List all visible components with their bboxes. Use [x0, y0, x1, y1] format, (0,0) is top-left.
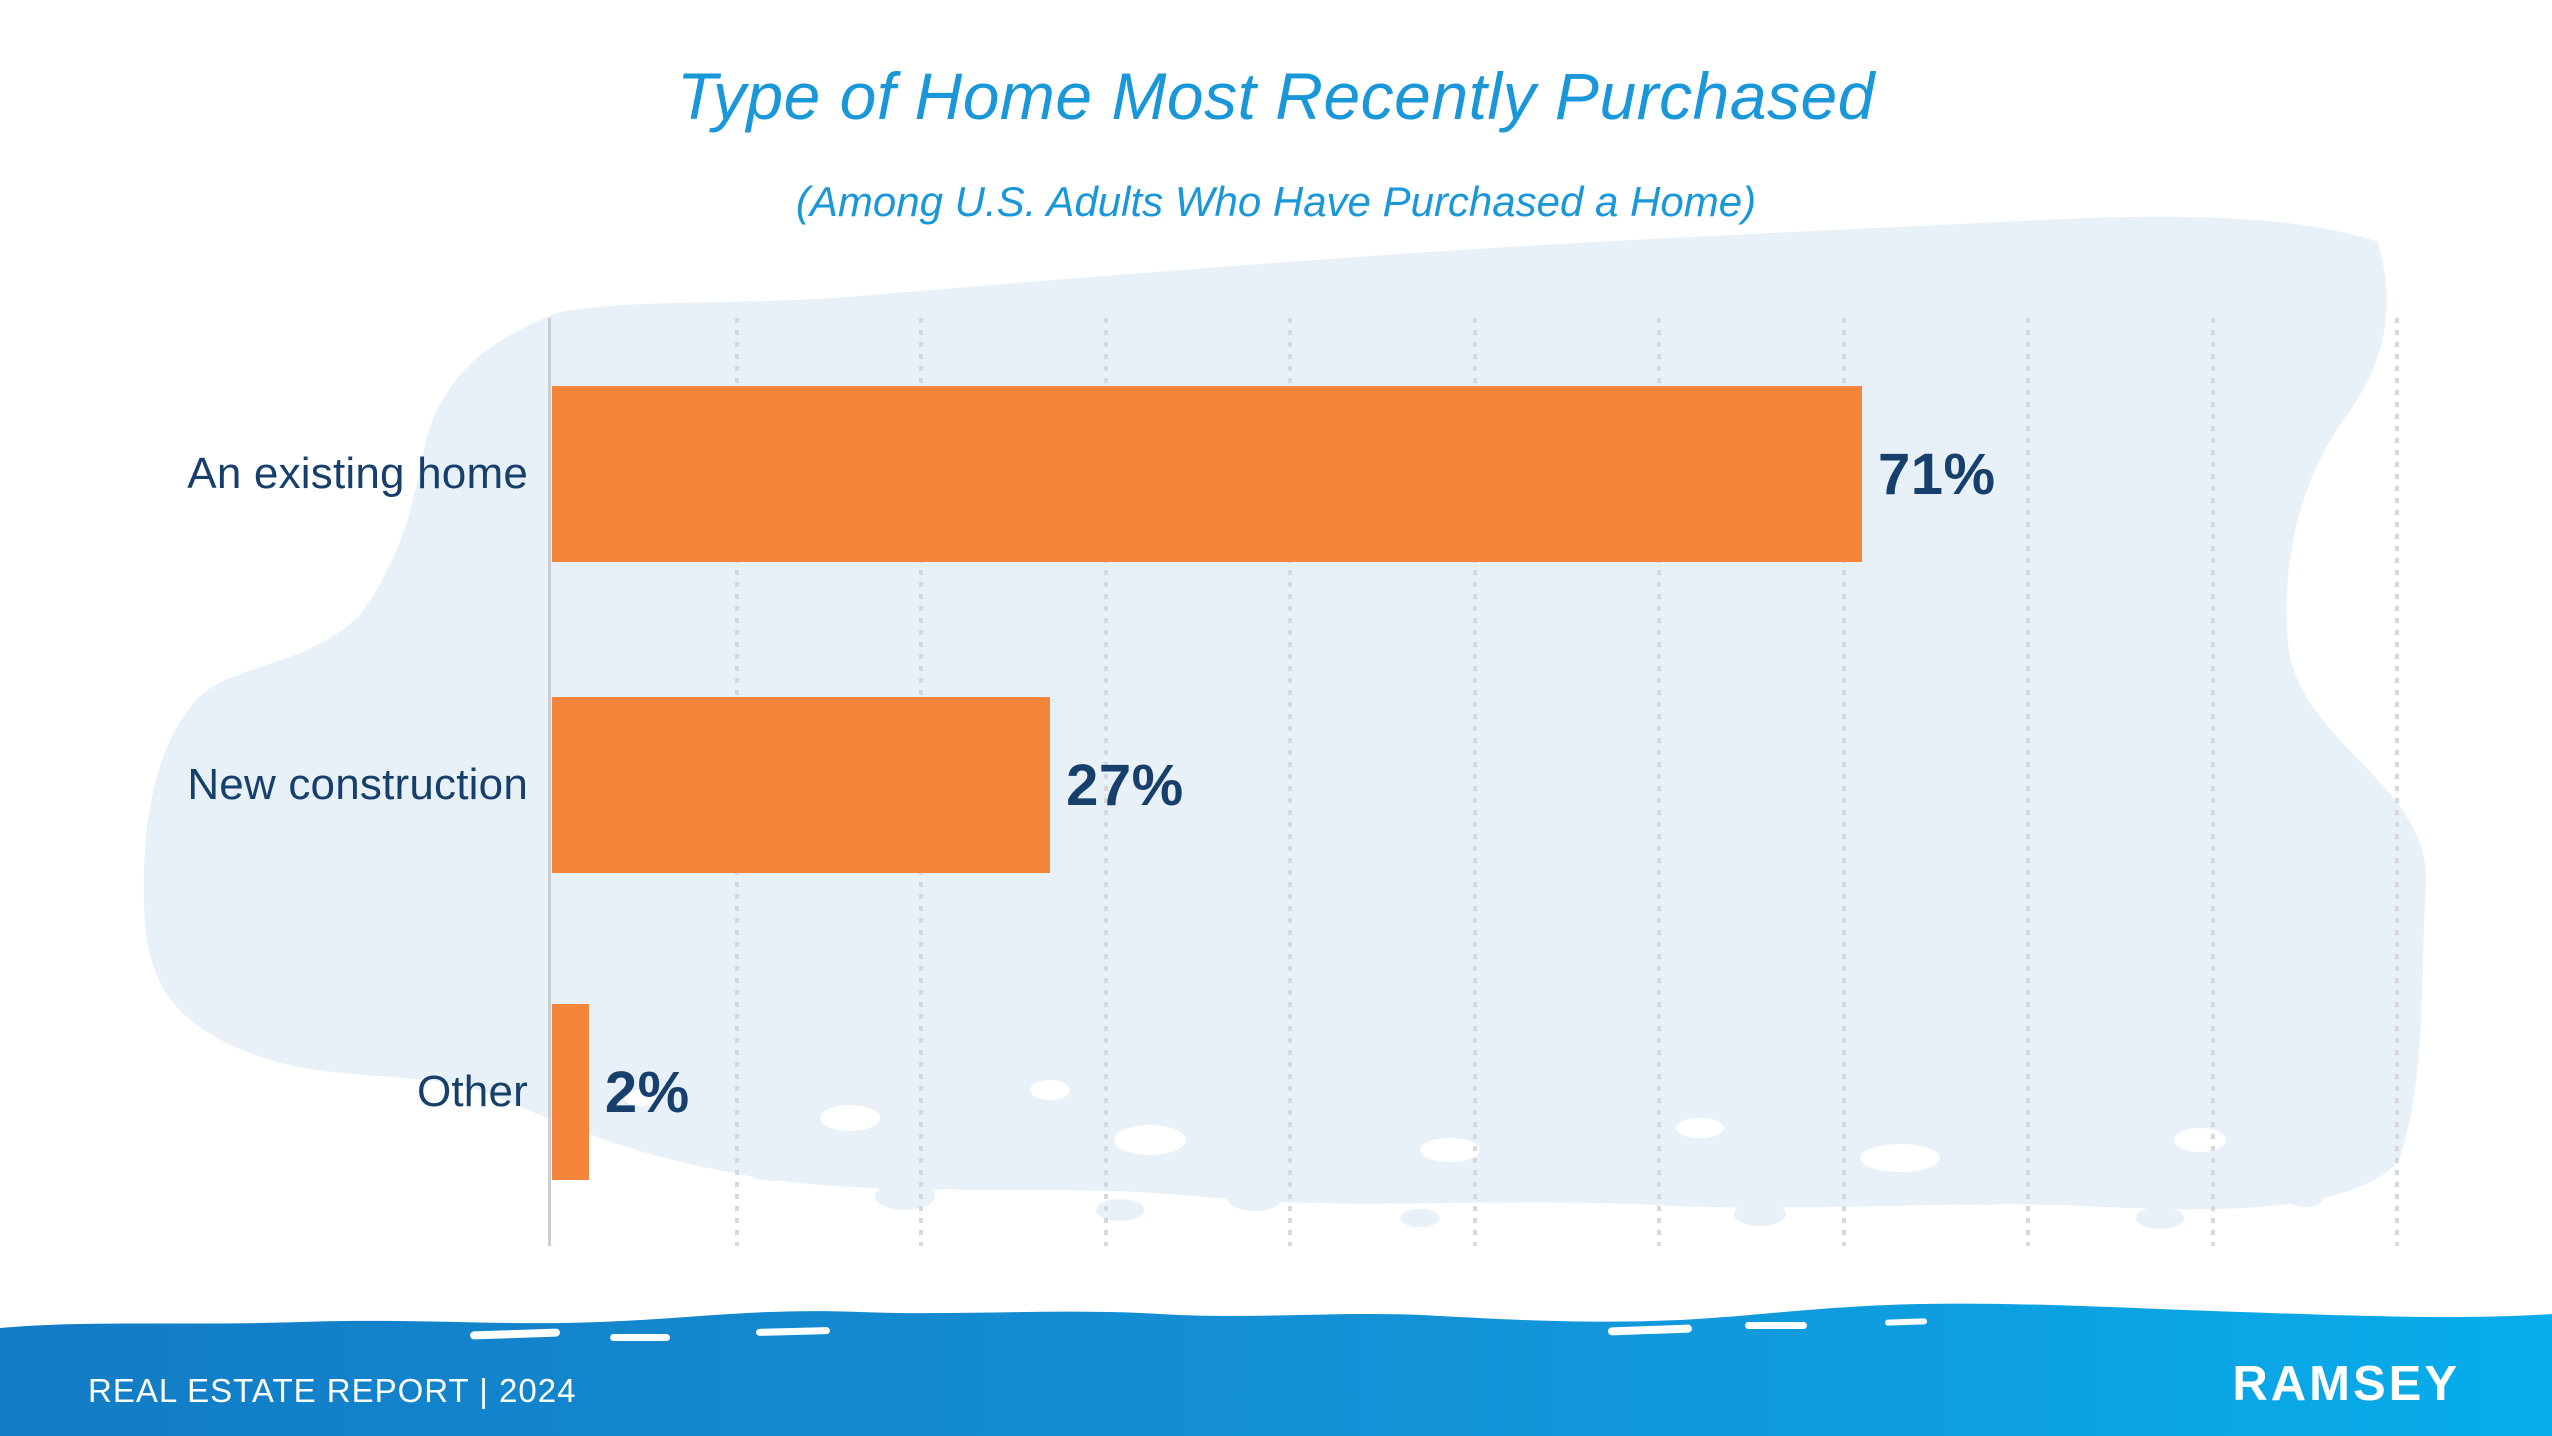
bar-value-label: 71%: [1877, 441, 1996, 507]
gridline: [1472, 318, 1477, 1246]
y-axis-line: [548, 318, 551, 1246]
bar-value-label: 2%: [604, 1059, 690, 1125]
gridline: [1103, 318, 1108, 1246]
footer-brand-logo: RAMSEY: [2232, 1357, 2460, 1411]
gridline: [1841, 318, 1846, 1246]
bar-category-label: Other: [416, 1067, 528, 1116]
bar-value-label: 27%: [1066, 752, 1184, 818]
bar-category-label: An existing home: [187, 449, 528, 498]
footer-wave: [0, 1303, 2552, 1436]
gridline: [1657, 318, 1661, 1246]
page-title: Type of Home Most Recently Purchased: [677, 59, 1875, 133]
gridline: [2395, 318, 2399, 1246]
footer-report-label: REAL ESTATE REPORT | 2024: [88, 1372, 577, 1409]
bar: [552, 697, 1051, 873]
page-subtitle: (Among U.S. Adults Who Have Purchased a …: [795, 178, 1757, 225]
bar: [552, 1004, 589, 1180]
gridline: [2026, 318, 2030, 1246]
gridline: [1288, 318, 1292, 1246]
footer: REAL ESTATE REPORT | 2024 RAMSEY: [0, 1286, 2552, 1436]
bar-category-label: New construction: [187, 760, 528, 809]
gridline: [2210, 318, 2215, 1246]
bar: [552, 386, 1862, 562]
